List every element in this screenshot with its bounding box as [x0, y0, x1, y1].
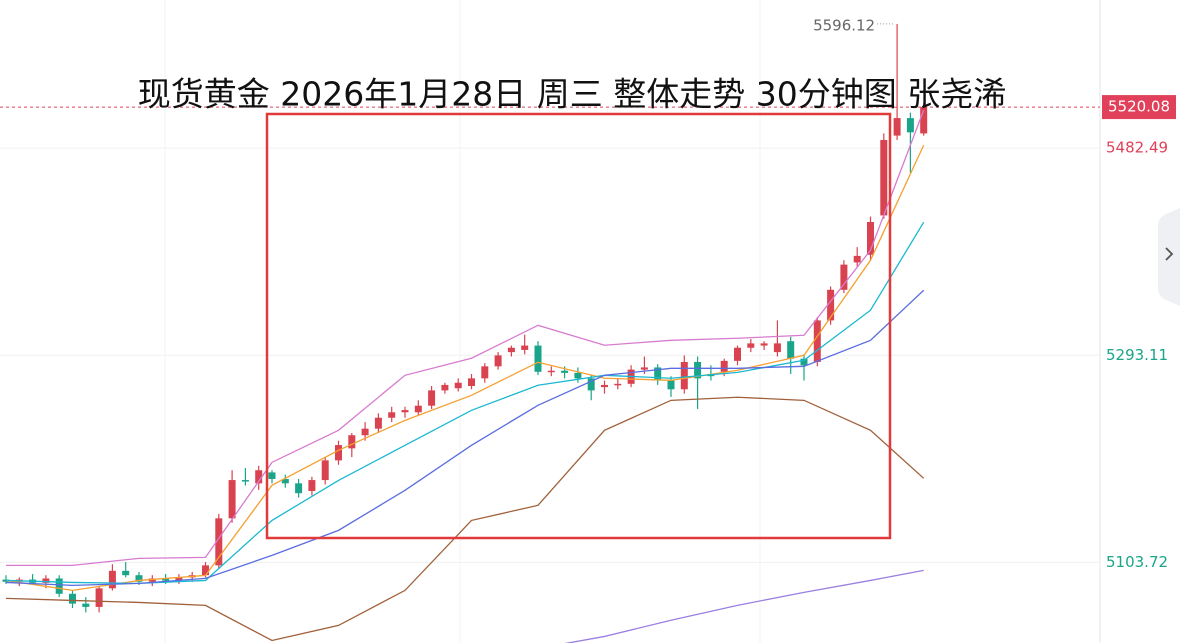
candle-body: [507, 347, 515, 353]
indicator-line: [5, 221, 925, 585]
candle-body: [441, 384, 449, 391]
indicator-line: [5, 289, 925, 587]
candle-body: [428, 390, 436, 406]
candle-body: [162, 578, 170, 581]
candle-body: [42, 578, 50, 583]
indicator-line: [5, 396, 925, 642]
candle-body: [295, 483, 303, 494]
candle-body: [361, 428, 369, 436]
candle-body: [800, 358, 808, 366]
last-price-box: [1102, 95, 1176, 120]
candle-body: [614, 383, 622, 386]
high-label: 5596.12: [813, 16, 875, 34]
candle-body: [308, 480, 316, 491]
candle-body: [587, 378, 595, 391]
y-tick-label: 5293.11: [1106, 346, 1168, 364]
candle-body: [202, 565, 209, 576]
candle-body: [82, 603, 90, 607]
candle-body: [335, 445, 342, 461]
indicator-line: [564, 569, 924, 643]
candle-body: [813, 320, 821, 362]
candle-body: [374, 417, 382, 429]
candle-body: [321, 460, 329, 481]
candle-body: [494, 355, 502, 367]
candle-body: [827, 289, 835, 321]
candle-body: [348, 435, 356, 449]
candle-body: [601, 384, 608, 388]
candle-body: [840, 264, 848, 290]
candle-body: [534, 345, 542, 372]
candle-body: [561, 370, 569, 373]
chart-title: 现货黄金 2026年1月28日 周三 整体走势 30分钟图 张尧浠: [138, 75, 1006, 114]
candle-body: [547, 370, 555, 373]
candle-body: [747, 343, 755, 348]
candle-body: [95, 588, 103, 607]
annotation-box: [265, 112, 892, 540]
candle-body: [853, 255, 861, 263]
candle-body: [867, 221, 874, 255]
y-tick-label: 5482.49: [1106, 139, 1168, 157]
candle-body: [734, 347, 741, 361]
candle-body: [880, 139, 888, 216]
candle-body: [401, 410, 409, 413]
indicator-line: [5, 144, 925, 592]
candle-body: [454, 382, 462, 389]
indicator-line: [6, 109, 925, 567]
candle-body: [893, 118, 901, 136]
last-price-label: 5520.08: [1108, 98, 1170, 116]
candle-body: [680, 361, 688, 390]
candle-body: [281, 478, 289, 484]
candle-body: [906, 118, 914, 133]
candle-body: [760, 343, 768, 346]
candle-body: [521, 345, 529, 350]
candle-body: [148, 578, 156, 582]
candle-body: [122, 570, 130, 576]
candle-body: [414, 405, 422, 413]
y-tick-label: 5103.72: [1106, 553, 1168, 571]
candle-body: [468, 378, 475, 387]
price-axis: 5103.72 5293.11 5482.49 5520.08: [1102, 95, 1176, 571]
candle-body: [773, 343, 781, 353]
candle-body: [55, 578, 63, 594]
candle-body: [720, 360, 728, 372]
candle-body: [481, 366, 489, 379]
candle-body: [667, 380, 675, 390]
candle-body: [640, 367, 648, 370]
plot: 5596.12: [0, 16, 1100, 643]
candle-body: [228, 480, 236, 519]
candle-body: [175, 577, 183, 581]
candle-body: [268, 472, 276, 479]
candle-body: [135, 575, 143, 582]
candle-body: [694, 361, 702, 379]
candle-body: [388, 412, 396, 418]
chevron-icon: [1165, 247, 1174, 261]
candle-body: [920, 107, 928, 134]
candle-body: [215, 518, 223, 566]
candle-body: [241, 480, 249, 482]
candle-body: [108, 570, 116, 589]
candle-body: [654, 367, 662, 381]
candle-body: [255, 470, 263, 484]
candle-body: [787, 341, 795, 359]
candle-body: [574, 372, 582, 379]
candle-body: [69, 593, 76, 604]
